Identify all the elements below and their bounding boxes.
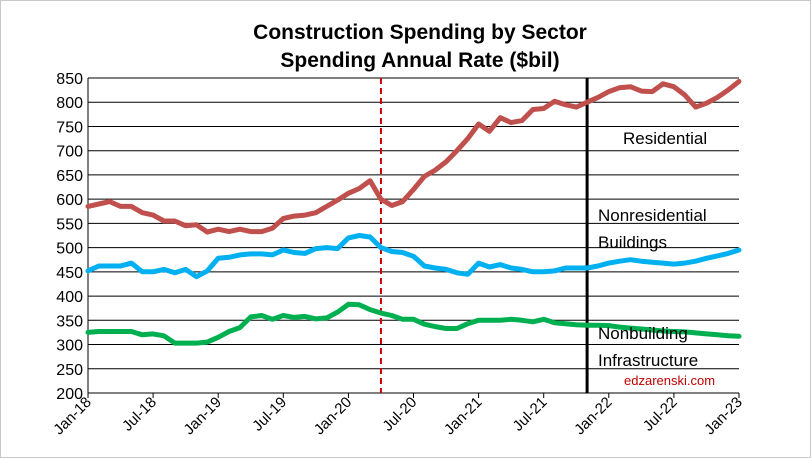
- watermark: edzarenski.com: [624, 373, 715, 388]
- y-axis-tick-labels: 200 250 300 350 400 450 500 550 600 650 700 750 800 8…: [56, 71, 83, 403]
- x-tick-label: Jan-23: [701, 394, 745, 438]
- y-tick-label: 800: [56, 95, 83, 112]
- series-line-nonresidential-buildings: [85, 233, 742, 280]
- annotation-nonresidential: Nonresidential: [598, 206, 707, 225]
- annotation-nonbuilding: Nonbuilding: [598, 324, 688, 343]
- y-tick-label: 350: [56, 313, 83, 330]
- annotation-residential: Residential: [623, 129, 707, 148]
- series-line-residential: [85, 78, 742, 235]
- y-tick-label: 500: [56, 241, 83, 258]
- x-tick-label: Jul-21: [510, 394, 551, 435]
- chart-subtitle: Spending Annual Rate ($bil): [280, 49, 559, 72]
- reference-lines: [379, 78, 589, 393]
- annotation-buildings: Buildings: [598, 233, 667, 252]
- y-tick-label: 450: [56, 265, 83, 282]
- y-tick-label: 700: [56, 144, 83, 161]
- chart-title: Construction Spending by Sector: [253, 21, 587, 44]
- x-axis-tick-labels: Jan-18 Jul-18 Jan-19 Jul-19 Jan-20 Jul-20 Jan-…: [50, 393, 746, 438]
- x-tick-label: Jan-22: [571, 394, 615, 438]
- x-tick-label: Jul-18: [119, 394, 160, 435]
- y-tick-label: 650: [56, 168, 83, 185]
- x-tick-label: Jan-21: [441, 394, 485, 438]
- x-tick-label: Jan-20: [311, 394, 355, 438]
- y-tick-label: 850: [56, 71, 83, 88]
- y-tick-label: 250: [56, 362, 83, 379]
- series-line-nonbuilding-infrastructure: [85, 301, 742, 346]
- y-tick-label: 400: [56, 289, 83, 306]
- y-tick-label: 550: [56, 216, 83, 233]
- x-tick-label: Jul-20: [379, 394, 420, 435]
- y-tick-label: 200: [56, 386, 83, 403]
- annotation-infrastructure: Infrastructure: [598, 351, 698, 370]
- series-lines: [85, 78, 742, 346]
- y-tick-label: 300: [56, 338, 83, 355]
- y-tick-label: 750: [56, 119, 83, 136]
- y-tick-label: 600: [56, 192, 83, 209]
- x-tick-label: Jul-22: [640, 394, 681, 435]
- x-tick-label: Jan-19: [181, 394, 225, 438]
- gridlines: [87, 77, 739, 394]
- x-tick-label: Jul-19: [249, 394, 290, 435]
